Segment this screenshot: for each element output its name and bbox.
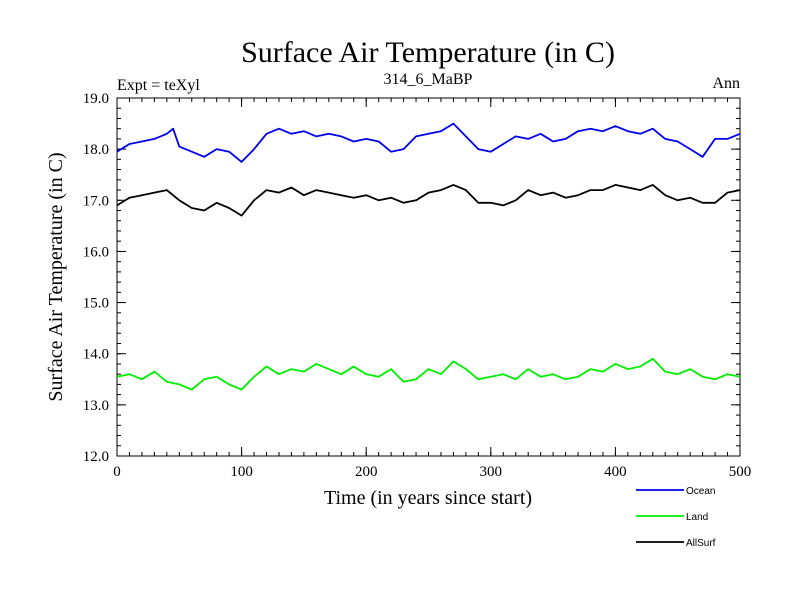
y-tick-label: 19.0 bbox=[83, 91, 109, 107]
y-tick-label: 18.0 bbox=[83, 142, 109, 158]
major-ticks bbox=[116, 97, 741, 457]
x-tick-label: 200 bbox=[355, 464, 378, 480]
experiment-label: Expt = teXyl bbox=[117, 77, 200, 94]
x-tick-label: 500 bbox=[729, 464, 752, 480]
chart-title: Surface Air Temperature (in C) bbox=[241, 36, 615, 69]
series-line-ocean bbox=[116, 122, 741, 163]
y-tick-labels: 12.0 13.0 14.0 15.0 16.0 17.0 18.0 19.0 bbox=[83, 91, 109, 465]
x-tick-label: 100 bbox=[230, 464, 253, 480]
chart-subtitle: 314_6_MaBP bbox=[384, 71, 473, 88]
y-tick-label: 14.0 bbox=[83, 347, 109, 363]
plot-frame bbox=[116, 97, 741, 457]
x-tick-label: 0 bbox=[113, 464, 121, 480]
series-lines bbox=[116, 122, 741, 391]
y-tick-label: 17.0 bbox=[83, 193, 109, 209]
legend-label-allsurf: AllSurf bbox=[686, 538, 716, 549]
x-tick-labels: 0 100 200 300 400 500 bbox=[113, 464, 751, 480]
minor-ticks bbox=[116, 97, 741, 457]
legend-label-ocean: Ocean bbox=[686, 486, 715, 497]
y-tick-label: 16.0 bbox=[83, 244, 109, 260]
x-axis-label: Time (in years since start) bbox=[324, 487, 532, 509]
y-tick-label: 13.0 bbox=[83, 398, 109, 414]
x-tick-label: 400 bbox=[604, 464, 627, 480]
x-tick-label: 300 bbox=[480, 464, 503, 480]
legend-label-land: Land bbox=[686, 512, 708, 523]
legend: Ocean Land AllSurf bbox=[636, 486, 716, 549]
y-tick-label: 15.0 bbox=[83, 296, 109, 312]
period-label: Ann bbox=[712, 75, 740, 92]
y-axis-label: Surface Air Temperature (in C) bbox=[45, 152, 67, 401]
y-tick-label: 12.0 bbox=[83, 449, 109, 465]
series-line-land bbox=[116, 357, 741, 391]
series-line-allsurf bbox=[116, 183, 741, 217]
